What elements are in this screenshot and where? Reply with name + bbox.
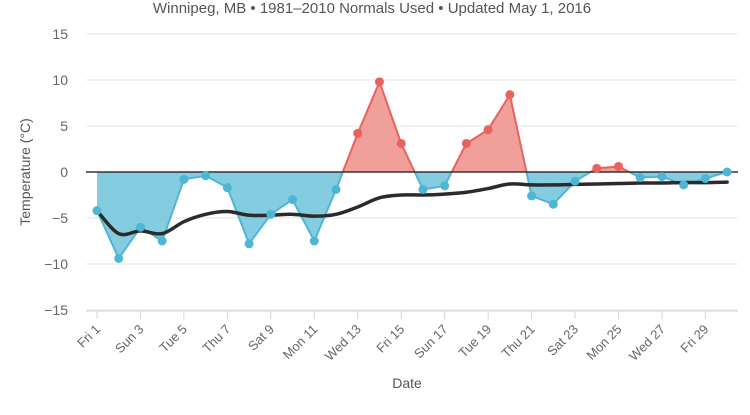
y-tick-label: 15 <box>52 26 68 42</box>
data-point <box>309 236 319 246</box>
below-normal-area <box>97 172 343 259</box>
y-tick-label: 5 <box>60 118 68 134</box>
data-point <box>548 199 558 209</box>
x-tick-label: Fri 29 <box>677 322 711 356</box>
x-tick-label: Wed 27 <box>626 322 668 364</box>
data-point <box>179 174 189 184</box>
data-point <box>700 173 710 183</box>
data-point <box>244 239 254 249</box>
y-tick-label: −10 <box>44 256 68 272</box>
y-axis-label: Temperature (°C) <box>17 118 33 226</box>
data-point <box>114 253 124 263</box>
x-tick-label: Sun 17 <box>411 322 451 362</box>
data-point <box>461 138 471 148</box>
y-tick-labels: 15 10 5 0 −5 −10 −15 <box>44 26 68 318</box>
data-point <box>527 191 537 201</box>
normal-temperature-line <box>95 180 729 237</box>
anomaly-fill-layer <box>97 81 728 259</box>
x-tick-label: Tue 5 <box>156 322 190 356</box>
data-point <box>635 173 645 183</box>
data-point <box>592 163 602 173</box>
x-tick-label: Thu 7 <box>199 322 233 356</box>
data-point <box>201 171 211 181</box>
data-point <box>679 180 689 190</box>
data-point <box>722 167 732 177</box>
above-normal-area <box>342 81 415 172</box>
data-point <box>222 183 232 193</box>
data-point <box>505 90 515 100</box>
x-tick-label: Sun 3 <box>112 322 147 357</box>
chart-subtitle: Winnipeg, MB • 1981–2010 Normals Used • … <box>153 0 591 17</box>
y-tick-label: −15 <box>44 302 68 318</box>
data-point <box>483 125 493 135</box>
data-point <box>266 209 276 219</box>
x-tick-label: Sat 9 <box>245 322 277 354</box>
x-tick-label: Wed 13 <box>322 322 364 364</box>
y-tick-label: 10 <box>52 72 68 88</box>
x-tick-label: Sat 23 <box>544 322 581 359</box>
data-point <box>613 161 623 171</box>
y-tick-label: −5 <box>52 210 68 226</box>
data-point <box>657 172 667 182</box>
x-tick-label: Mon 25 <box>583 322 624 363</box>
data-point <box>92 206 102 216</box>
data-point <box>353 128 363 138</box>
x-tick-labels: Fri 1 Sun 3 Tue 5 Thu 7 Sat 9 Mon 11 Wed 13 Fri… <box>74 311 712 364</box>
below-normal-line <box>413 171 453 191</box>
data-point <box>418 184 428 194</box>
data-point <box>288 195 298 205</box>
x-tick-label: Thu 21 <box>498 322 537 361</box>
data-point <box>157 236 167 246</box>
x-tick-label: Tue 19 <box>455 322 494 361</box>
x-tick-label: Mon 11 <box>280 322 321 363</box>
point-layer <box>92 77 732 263</box>
data-point <box>331 184 341 194</box>
x-tick-label: Fri 1 <box>74 322 103 351</box>
x-tick-label: Fri 15 <box>373 322 407 356</box>
y-tick-label: 0 <box>60 164 68 180</box>
data-point <box>570 176 580 186</box>
data-point <box>396 138 406 148</box>
data-point <box>135 222 145 232</box>
x-axis-label: Date <box>392 375 422 391</box>
data-point <box>440 181 450 191</box>
data-point <box>374 77 384 87</box>
